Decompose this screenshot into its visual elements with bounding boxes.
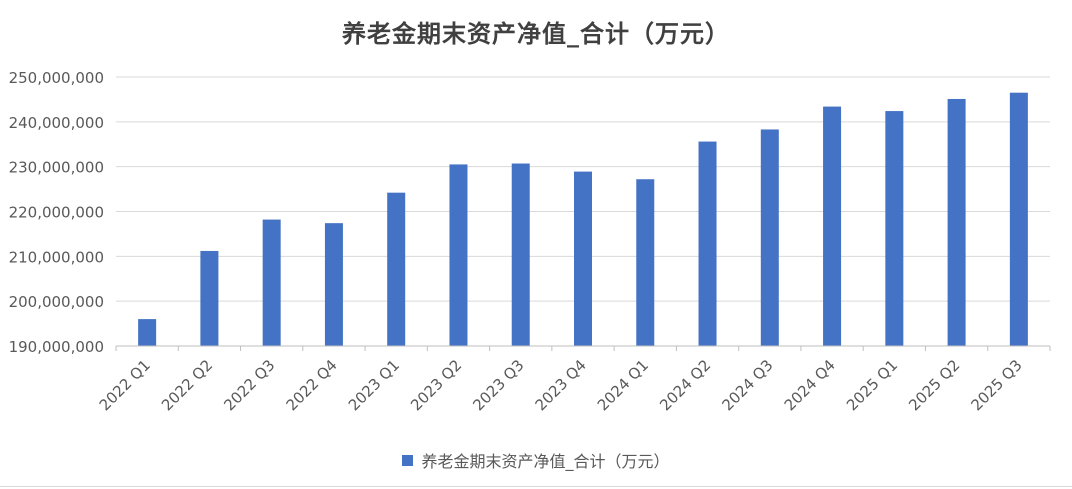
x-tick-label: 2024 Q2: [656, 356, 714, 414]
legend: 养老金期末资产净值_合计（万元）: [0, 448, 1072, 472]
bar: [511, 163, 530, 346]
bar: [449, 164, 468, 346]
bar: [760, 129, 779, 346]
axes: [115, 345, 1051, 351]
x-tick-label: 2025 Q2: [905, 356, 963, 414]
bar: [1009, 92, 1028, 346]
x-tick-label: 2023 Q2: [407, 356, 465, 414]
bar: [387, 192, 406, 346]
legend-label: 养老金期末资产净值_合计（万元）: [421, 452, 670, 471]
x-tick-label: 2022 Q3: [220, 356, 278, 414]
y-tick-label: 230,000,000: [9, 159, 104, 177]
bar: [823, 106, 842, 346]
x-tick-label: 2022 Q2: [158, 356, 216, 414]
x-tick-labels: 2022 Q1 2022 Q2 2022 Q3 2022 Q4 2023 Q1 2023 …: [96, 356, 1026, 414]
bar: [885, 111, 904, 346]
bar: [636, 179, 655, 346]
x-tick-label: 2023 Q1: [345, 356, 403, 414]
bar: [698, 141, 717, 346]
x-tick-label: 2023 Q4: [532, 356, 590, 414]
x-tick-label: 2022 Q1: [96, 356, 154, 414]
x-tick-label: 2023 Q3: [469, 356, 527, 414]
x-tick-label: 2024 Q1: [594, 356, 652, 414]
y-tick-labels: 190,000,000 200,000,000 210,000,000 220,000…: [9, 69, 104, 356]
bars: [138, 92, 1028, 347]
bar: [947, 98, 966, 347]
x-tick-label: 2024 Q4: [781, 356, 839, 414]
bar: [138, 319, 157, 346]
y-tick-label: 210,000,000: [9, 248, 104, 266]
chart-title: 养老金期末资产净值_合计（万元）: [342, 20, 730, 48]
x-tick-label: 2025 Q1: [843, 356, 901, 414]
y-tick-label: 240,000,000: [9, 114, 104, 132]
y-tick-label: 190,000,000: [9, 338, 104, 356]
y-tick-label: 250,000,000: [9, 69, 104, 87]
bar: [262, 219, 281, 346]
bar: [200, 250, 219, 346]
bottom-divider: [0, 486, 1072, 487]
legend-swatch: [402, 454, 414, 466]
y-tick-label: 200,000,000: [9, 293, 104, 311]
x-tick-label: 2022 Q4: [283, 356, 341, 414]
x-tick-label: 2024 Q3: [718, 356, 776, 414]
bar: [324, 223, 343, 346]
x-tick-label: 2025 Q3: [968, 356, 1026, 414]
y-tick-label: 220,000,000: [9, 204, 104, 222]
bar: [574, 171, 592, 346]
